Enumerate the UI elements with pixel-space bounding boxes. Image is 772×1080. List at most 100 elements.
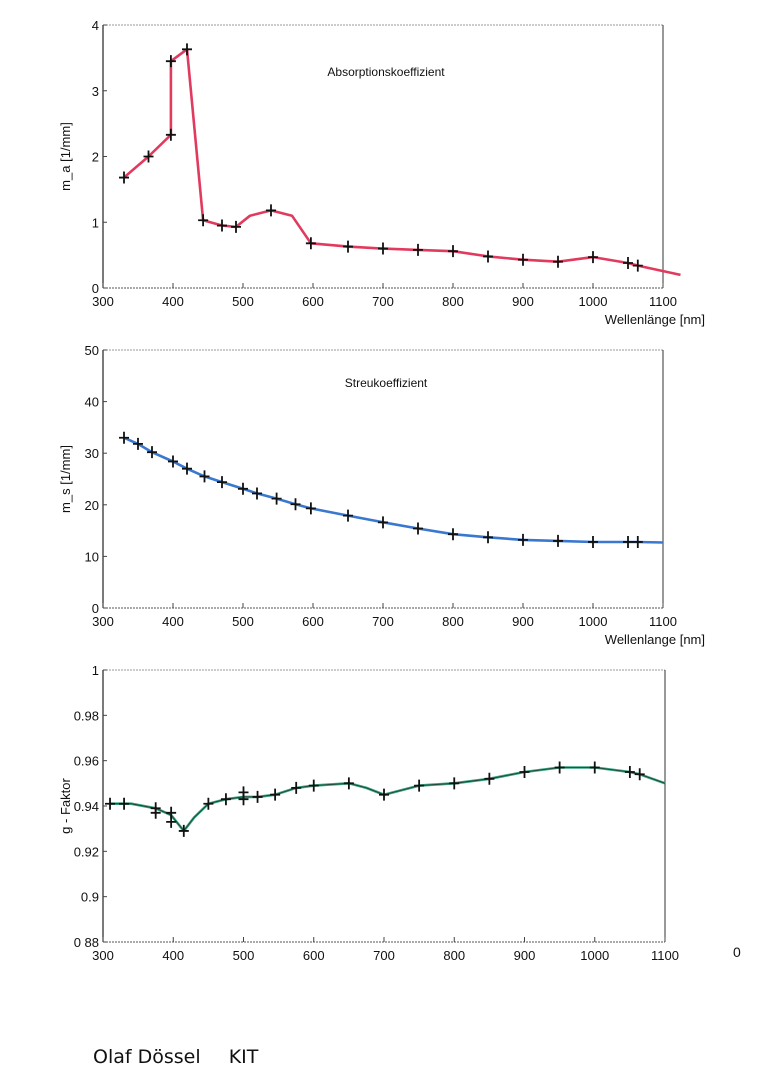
data-point-marker bbox=[632, 259, 643, 272]
x-tick-label: 700 bbox=[372, 294, 394, 309]
footer-institution: KIT bbox=[228, 1046, 259, 1068]
data-point-marker bbox=[119, 797, 130, 810]
y-tick-label: 1 bbox=[92, 663, 99, 678]
data-point-marker bbox=[414, 779, 425, 792]
data-point-marker bbox=[448, 528, 458, 541]
data-point-marker bbox=[305, 237, 316, 250]
data-point-marker bbox=[217, 219, 227, 232]
data-point-marker bbox=[133, 437, 143, 450]
data-point-marker bbox=[632, 535, 643, 548]
data-point-marker bbox=[182, 462, 192, 475]
x-tick-label: 700 bbox=[373, 948, 395, 963]
data-point-marker bbox=[378, 242, 388, 255]
x-tick-label: 600 bbox=[302, 294, 324, 309]
data-point-marker bbox=[238, 482, 248, 495]
y-tick-label: 0.9 bbox=[81, 890, 99, 905]
data-point-marker bbox=[238, 793, 249, 806]
series-line bbox=[123, 47, 681, 277]
data-point-marker bbox=[483, 531, 493, 544]
data-point-marker bbox=[199, 470, 210, 483]
data-point-marker bbox=[217, 476, 227, 489]
data-point-marker bbox=[484, 772, 495, 785]
data-point-marker bbox=[231, 220, 241, 233]
data-point-marker bbox=[519, 766, 530, 778]
data-point-marker bbox=[252, 487, 262, 500]
x-tick-label: 500 bbox=[233, 948, 255, 963]
y-tick-label: 40 bbox=[85, 395, 99, 410]
footer: Olaf Dössel KIT bbox=[93, 1046, 280, 1068]
data-point-marker bbox=[252, 790, 263, 803]
data-point-marker bbox=[166, 815, 177, 828]
data-point-marker bbox=[290, 498, 301, 511]
data-point-marker bbox=[266, 204, 276, 217]
x-tick-label: 1000 bbox=[580, 948, 609, 963]
data-point-marker bbox=[220, 793, 231, 806]
data-point-marker bbox=[553, 534, 563, 547]
data-point-marker bbox=[165, 55, 176, 68]
x-tick-label: 400 bbox=[162, 294, 184, 309]
x-tick-label: 800 bbox=[442, 294, 464, 309]
data-point-marker bbox=[634, 768, 645, 781]
y-tick-label: 2 bbox=[92, 150, 99, 165]
x-tick-label: 1100 bbox=[649, 614, 677, 629]
data-point-marker bbox=[105, 797, 116, 810]
data-point-marker bbox=[203, 797, 214, 810]
x-tick-label: 300 bbox=[92, 614, 114, 629]
x-tick-label: 900 bbox=[512, 614, 534, 629]
data-point-marker bbox=[270, 788, 281, 801]
chart-2: 300 400 500 600 700 800 900 1000 1100 0 10 20 30 40 50… bbox=[58, 343, 705, 647]
data-point-marker bbox=[150, 806, 161, 819]
data-point-marker bbox=[198, 214, 209, 227]
y-tick-label: 0.94 bbox=[74, 799, 99, 814]
data-point-marker bbox=[623, 257, 633, 270]
data-point-marker bbox=[305, 502, 316, 515]
y-tick-label: 0 88 bbox=[74, 935, 99, 950]
y-tick-label: 0.92 bbox=[74, 844, 99, 859]
y-tick-label: 0.96 bbox=[74, 754, 99, 769]
series-line bbox=[110, 766, 666, 833]
y-axis-label: m_s [1/mm] bbox=[58, 445, 73, 513]
y-axis-label: m_a [1/mm] bbox=[58, 122, 73, 191]
data-point-marker bbox=[589, 761, 600, 774]
y-tick-label: 50 bbox=[85, 343, 99, 358]
x-tick-label: 1100 bbox=[651, 948, 679, 963]
y-axis-label: g - Faktor bbox=[58, 778, 73, 834]
data-point-marker bbox=[291, 781, 302, 794]
chart-title: Streukoeffizient bbox=[345, 376, 428, 390]
y-tick-label: 4 bbox=[92, 18, 99, 33]
x-tick-label: 900 bbox=[514, 948, 536, 963]
data-point-marker bbox=[624, 766, 635, 778]
data-point-marker bbox=[588, 535, 598, 548]
stray-mark: 0 bbox=[733, 944, 741, 960]
y-tick-label: 20 bbox=[85, 498, 99, 513]
data-point-marker bbox=[182, 43, 192, 56]
data-point-marker bbox=[448, 245, 458, 258]
y-tick-label: 10 bbox=[85, 549, 99, 564]
y-tick-label: 1 bbox=[92, 215, 99, 230]
data-point-marker bbox=[143, 150, 154, 163]
chart-3: 300 400 500 600 700 800 900 1000 1100 0 88 0.9 0.92… bbox=[58, 663, 679, 963]
x-tick-label: 800 bbox=[443, 948, 465, 963]
data-point-marker bbox=[343, 509, 353, 522]
data-point-marker bbox=[413, 522, 423, 535]
chart-title: Absorptionskoeffizient bbox=[327, 65, 445, 79]
x-tick-label: 500 bbox=[232, 294, 254, 309]
x-axis-label: Wellenlange [nm] bbox=[605, 632, 705, 647]
x-tick-label: 900 bbox=[512, 294, 534, 309]
y-tick-label: 0 bbox=[92, 601, 99, 616]
x-tick-label: 1000 bbox=[579, 614, 608, 629]
x-tick-label: 1100 bbox=[649, 294, 677, 309]
data-point-marker bbox=[271, 492, 282, 505]
data-point-marker bbox=[483, 250, 493, 263]
x-tick-label: 300 bbox=[92, 294, 114, 309]
data-point-marker bbox=[554, 761, 565, 774]
data-point-marker bbox=[308, 779, 319, 792]
x-tick-label: 600 bbox=[302, 614, 324, 629]
series-line-core bbox=[110, 767, 666, 832]
y-tick-label: 3 bbox=[92, 84, 99, 99]
data-point-marker bbox=[119, 171, 129, 184]
x-tick-label: 600 bbox=[303, 948, 325, 963]
x-tick-label: 700 bbox=[372, 614, 394, 629]
data-point-marker bbox=[147, 446, 157, 459]
